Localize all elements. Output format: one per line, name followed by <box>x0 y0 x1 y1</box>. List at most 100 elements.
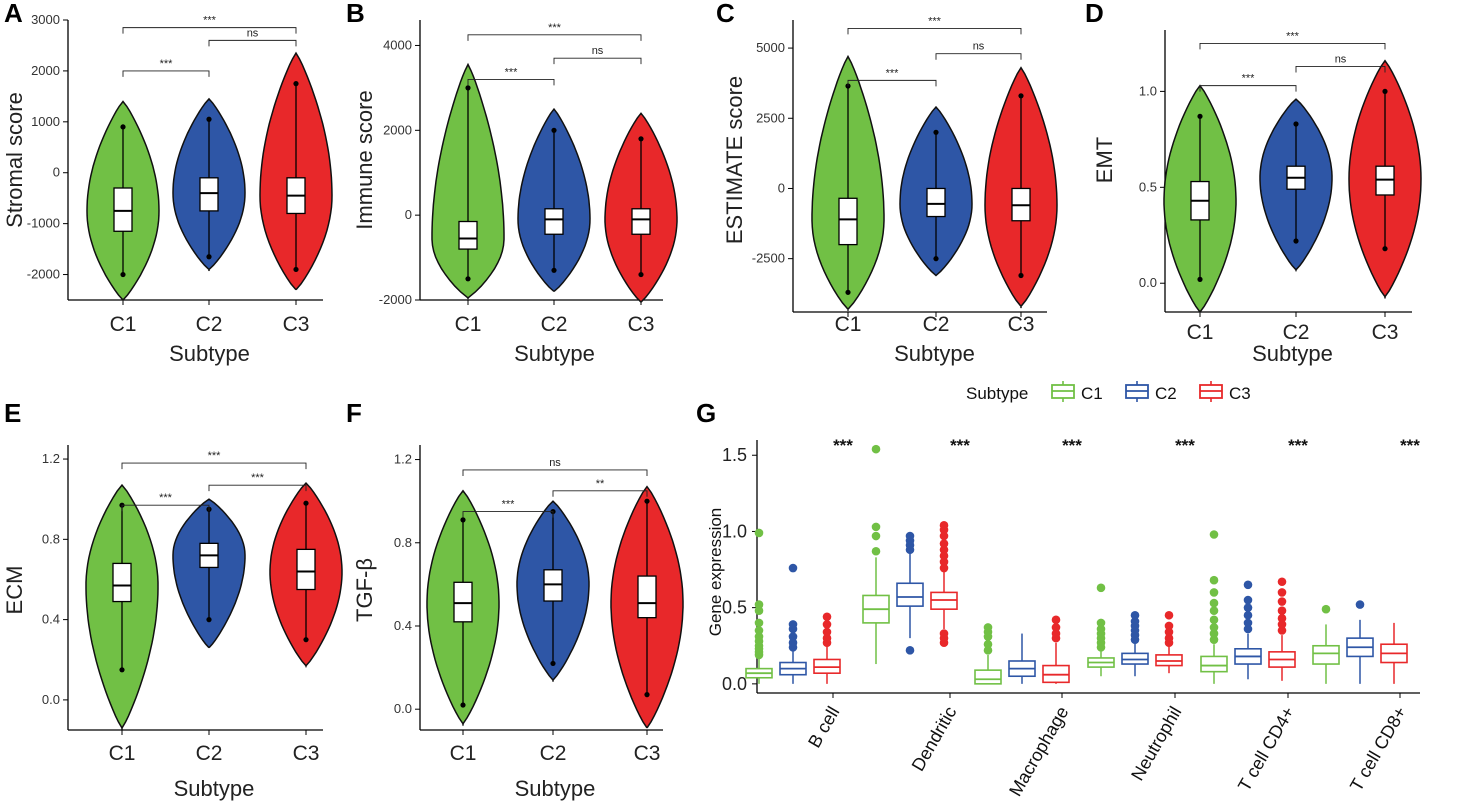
significance-label: *** <box>833 436 853 455</box>
outlier-point <box>939 531 949 541</box>
significance-label: *** <box>886 67 900 79</box>
chart-panel-b: B -2000 0 2000 4000 Immune score C1 C2 C3 Subtype… <box>346 0 678 366</box>
outlier-point <box>1277 606 1287 615</box>
outlier-point <box>1018 93 1024 99</box>
y-tick-label: -2500 <box>752 251 785 266</box>
outlier-point <box>1293 121 1299 127</box>
y-tick-label: 1.2 <box>42 451 60 466</box>
outlier-point <box>1209 615 1219 625</box>
significance-label: ns <box>1335 53 1347 65</box>
chart-panel-g: G Subtype C1 C2 C3 0.0 0.5 1.0 1.5 Gene expressio… <box>696 381 1420 800</box>
significance-bracket <box>121 462 307 470</box>
outlier-point <box>822 620 832 629</box>
outlier-point <box>1209 530 1219 539</box>
y-tick-label: 0.8 <box>394 535 412 550</box>
chart-panel-a: A -2000 -1000 0 1000 2000 3000 Stromal score C1 C… <box>2 0 333 366</box>
x-tick-label: T cell CD8+ <box>1346 703 1410 795</box>
significance-bracket <box>208 39 297 47</box>
y-tick-label: 2000 <box>31 63 60 78</box>
significance-label: ns <box>592 45 604 57</box>
x-tick-label: C2 <box>540 742 567 765</box>
x-tick-label: Neutrophil <box>1127 703 1185 784</box>
outlier-point <box>822 627 832 637</box>
outlier-point <box>905 531 915 541</box>
y-axis-title: Gene expression <box>706 508 725 637</box>
significance-bracket <box>467 34 642 41</box>
outlier-point <box>638 136 644 142</box>
outlier-point <box>293 81 299 87</box>
x-tick-label: C1 <box>1187 321 1214 344</box>
outlier-point <box>1277 614 1287 623</box>
x-tick-label: C1 <box>109 742 136 765</box>
outlier-point <box>303 500 309 506</box>
significance-bracket <box>847 79 937 87</box>
outlier-point <box>1051 615 1061 625</box>
outlier-point <box>1277 597 1287 606</box>
outlier-point <box>1209 575 1219 585</box>
outlier-point <box>754 632 764 641</box>
box-c1 <box>113 187 133 232</box>
chart-panel-d: D 0.0 0.5 1.0 EMT C1 C2 C3 Subtype *** ns *** <box>1085 0 1422 366</box>
outlier-point <box>465 276 471 282</box>
significance-label: ns <box>549 457 561 469</box>
outlier-point <box>1096 624 1106 634</box>
outlier-point <box>1130 610 1140 620</box>
outlier-point <box>644 498 650 504</box>
significance-label: *** <box>1286 30 1300 42</box>
outlier-point <box>119 667 125 673</box>
outlier-point <box>1209 623 1219 632</box>
outlier-point <box>871 546 881 556</box>
outlier-point <box>551 267 557 273</box>
significance-label: ns <box>973 41 985 53</box>
box-c2 <box>543 569 563 602</box>
outlier-point <box>939 545 949 555</box>
box-c2 <box>199 177 219 212</box>
outlier-point <box>754 606 764 615</box>
outlier-point <box>1209 635 1219 644</box>
y-tick-label: -2000 <box>27 267 60 282</box>
significance-bracket <box>847 27 1022 35</box>
panel-letter: B <box>346 0 365 28</box>
outlier-point <box>1243 580 1253 590</box>
x-tick-label: C1 <box>450 742 477 765</box>
outlier-point <box>1096 618 1106 628</box>
y-tick-label: 0.0 <box>722 674 747 694</box>
significance-label: *** <box>1062 436 1082 455</box>
y-tick-label: 0.4 <box>394 618 412 633</box>
significance-bracket <box>121 504 210 512</box>
outlier-point <box>293 266 299 273</box>
legend-title: Subtype <box>966 384 1028 403</box>
y-tick-label: 0.5 <box>722 598 747 618</box>
significance-bracket <box>553 57 642 65</box>
y-tick-label: 2000 <box>383 122 412 137</box>
panel-letter: D <box>1085 0 1104 28</box>
outlier-point <box>1164 627 1174 637</box>
significance-label: *** <box>1175 436 1195 455</box>
outlier-point <box>1243 603 1253 612</box>
x-tick-label: C2 <box>1283 321 1310 344</box>
outlier-point <box>933 256 939 262</box>
x-tick-label: C2 <box>541 313 568 336</box>
significance-bracket <box>1199 42 1386 50</box>
outlier-point <box>939 629 949 638</box>
significance-bracket <box>1199 85 1297 92</box>
x-tick-label: Dendritic <box>908 703 961 775</box>
box-c2 <box>544 208 564 235</box>
outlier-point <box>460 517 466 523</box>
box-c2 <box>896 582 924 607</box>
outlier-point <box>1277 620 1287 629</box>
y-tick-label: 0.8 <box>42 531 60 546</box>
x-tick-label: B cell <box>804 703 843 751</box>
panel-letter: G <box>696 398 716 428</box>
significance-bracket <box>462 511 554 518</box>
x-tick-label: C2 <box>196 742 223 765</box>
box-c2 <box>926 187 946 218</box>
outlier-point <box>1243 618 1253 628</box>
x-tick-label: C1 <box>455 313 482 336</box>
significance-label: *** <box>1400 436 1420 455</box>
y-tick-label: 2500 <box>756 110 785 125</box>
y-tick-label: 1.5 <box>722 445 747 465</box>
significance-bracket <box>462 469 648 476</box>
outlier-point <box>822 633 832 643</box>
